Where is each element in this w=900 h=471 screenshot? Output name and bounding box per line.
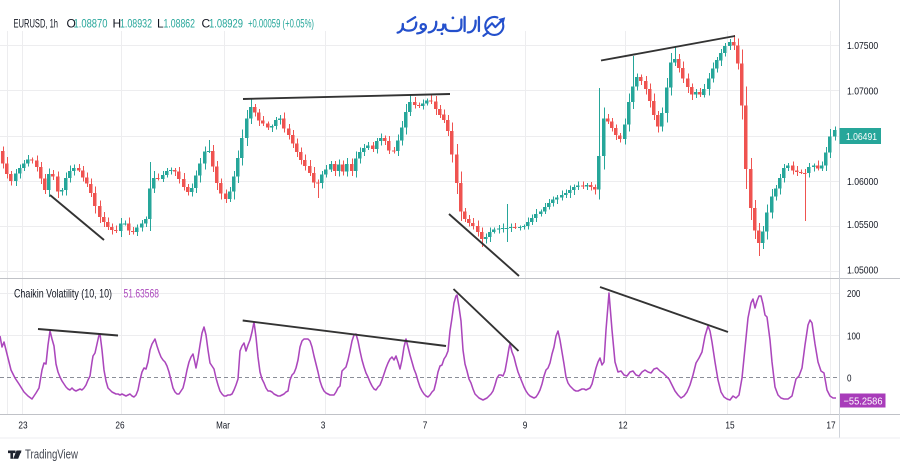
svg-text:1.05500: 1.05500: [847, 219, 878, 231]
svg-text:7: 7: [423, 419, 428, 431]
svg-text:12: 12: [618, 419, 627, 431]
svg-text:−55.2586: −55.2586: [844, 395, 883, 407]
svg-text:1.07000: 1.07000: [847, 85, 878, 97]
svg-text:9: 9: [523, 419, 528, 431]
svg-text:Chaikin Volatility (10, 10)51.: Chaikin Volatility (10, 10) 51.63568: [14, 286, 159, 300]
svg-text:3: 3: [321, 419, 326, 431]
svg-text:Mar: Mar: [216, 419, 230, 431]
svg-text:17: 17: [826, 419, 835, 431]
svg-text:1.06000: 1.06000: [847, 176, 878, 188]
svg-text:26: 26: [115, 419, 124, 431]
svg-text:1.07500: 1.07500: [847, 40, 878, 52]
svg-text:15: 15: [725, 419, 734, 431]
svg-text:1.06491: 1.06491: [846, 131, 877, 143]
svg-text:TradingView: TradingView: [25, 448, 79, 462]
svg-text:200: 200: [847, 288, 861, 300]
svg-text:100: 100: [847, 330, 861, 342]
svg-text:0: 0: [847, 372, 852, 384]
svg-text:23: 23: [18, 419, 27, 431]
svg-text:1.05000: 1.05000: [847, 264, 878, 276]
